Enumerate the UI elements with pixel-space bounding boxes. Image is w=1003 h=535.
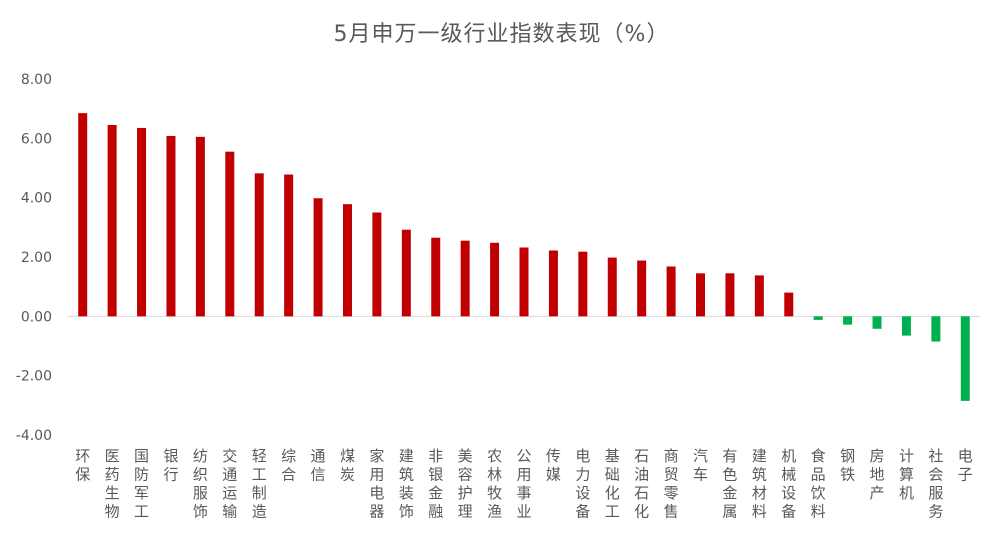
bar bbox=[166, 135, 176, 317]
y-tick-label: 4.00 bbox=[21, 191, 52, 207]
y-tick-label: 0.00 bbox=[21, 309, 52, 325]
x-tick-label: 煤炭 bbox=[340, 447, 355, 484]
x-tick-label: 房地产 bbox=[870, 447, 885, 502]
bar bbox=[696, 273, 706, 317]
bar bbox=[342, 204, 352, 317]
x-tick-label: 电子 bbox=[958, 447, 973, 484]
x-tick-label: 通信 bbox=[311, 447, 326, 484]
x-axis: 环保医药生物国防军工银行纺织服饰交通运输轻工制造综合通信煤炭家用电器建筑装饰非银… bbox=[75, 447, 973, 521]
x-tick-label: 社会服务 bbox=[928, 447, 943, 521]
bar bbox=[284, 174, 294, 317]
y-tick-label: 6.00 bbox=[21, 131, 52, 147]
y-tick-label: -4.00 bbox=[16, 428, 52, 444]
x-tick-label: 有色金属 bbox=[722, 447, 737, 521]
x-tick-label: 农林牧渔 bbox=[487, 447, 502, 521]
x-tick-label: 食品饮料 bbox=[811, 447, 826, 521]
x-tick-label: 计算机 bbox=[899, 447, 914, 502]
x-tick-label: 传媒 bbox=[546, 447, 561, 484]
bar bbox=[78, 113, 88, 317]
y-tick-label: 8.00 bbox=[21, 72, 52, 88]
x-tick-label: 商贸零售 bbox=[664, 447, 679, 521]
bar bbox=[637, 260, 647, 317]
bar bbox=[548, 250, 558, 317]
bar bbox=[107, 124, 117, 317]
y-tick-label: -2.00 bbox=[16, 369, 52, 385]
x-tick-label: 石油石化 bbox=[634, 447, 649, 521]
bar bbox=[401, 229, 411, 317]
bar bbox=[784, 292, 794, 317]
x-tick-label: 电力设备 bbox=[575, 447, 590, 521]
x-tick-label: 公用事业 bbox=[516, 447, 531, 521]
bar bbox=[137, 127, 147, 317]
x-tick-label: 环保 bbox=[75, 447, 90, 484]
bar bbox=[578, 251, 588, 317]
x-tick-label: 美容护理 bbox=[458, 447, 473, 521]
bar bbox=[195, 136, 205, 317]
bars-group bbox=[78, 113, 970, 401]
x-tick-label: 纺织服饰 bbox=[193, 447, 208, 521]
bar bbox=[725, 273, 735, 317]
x-tick-label: 非银金融 bbox=[428, 447, 443, 521]
bar bbox=[254, 173, 264, 317]
x-tick-label: 医药生物 bbox=[105, 447, 120, 521]
bar bbox=[313, 198, 323, 317]
bar bbox=[872, 316, 882, 329]
x-tick-label: 交通运输 bbox=[222, 447, 237, 521]
y-axis: 8.00 6.00 4.00 2.00 0.00 -2.00 -4.00 bbox=[16, 72, 52, 444]
bar bbox=[460, 240, 470, 317]
x-tick-label: 机械设备 bbox=[781, 447, 796, 521]
bar bbox=[490, 242, 500, 317]
x-tick-label: 建筑装饰 bbox=[399, 447, 414, 521]
x-tick-label: 基础化工 bbox=[605, 447, 620, 521]
x-tick-label: 国防军工 bbox=[134, 447, 149, 521]
bar bbox=[225, 151, 235, 317]
x-tick-label: 汽车 bbox=[693, 447, 708, 484]
chart-title: 5月申万一级行业指数表现（%） bbox=[333, 22, 670, 47]
bar bbox=[843, 316, 853, 325]
bar bbox=[754, 275, 764, 317]
bar bbox=[607, 257, 617, 317]
bar bbox=[666, 266, 676, 317]
bar bbox=[931, 316, 941, 342]
bar bbox=[901, 316, 911, 336]
x-tick-label: 家用电器 bbox=[369, 447, 384, 521]
bar bbox=[813, 316, 823, 320]
x-tick-label: 钢铁 bbox=[840, 447, 855, 484]
x-tick-label: 综合 bbox=[281, 447, 296, 484]
x-tick-label: 建筑材料 bbox=[752, 447, 767, 521]
bar bbox=[431, 237, 441, 317]
x-tick-label: 银行 bbox=[163, 447, 178, 484]
bar bbox=[960, 316, 970, 401]
bar bbox=[519, 247, 529, 317]
bar bbox=[372, 212, 382, 317]
y-tick-label: 2.00 bbox=[21, 250, 52, 266]
x-tick-label: 轻工制造 bbox=[252, 447, 267, 521]
